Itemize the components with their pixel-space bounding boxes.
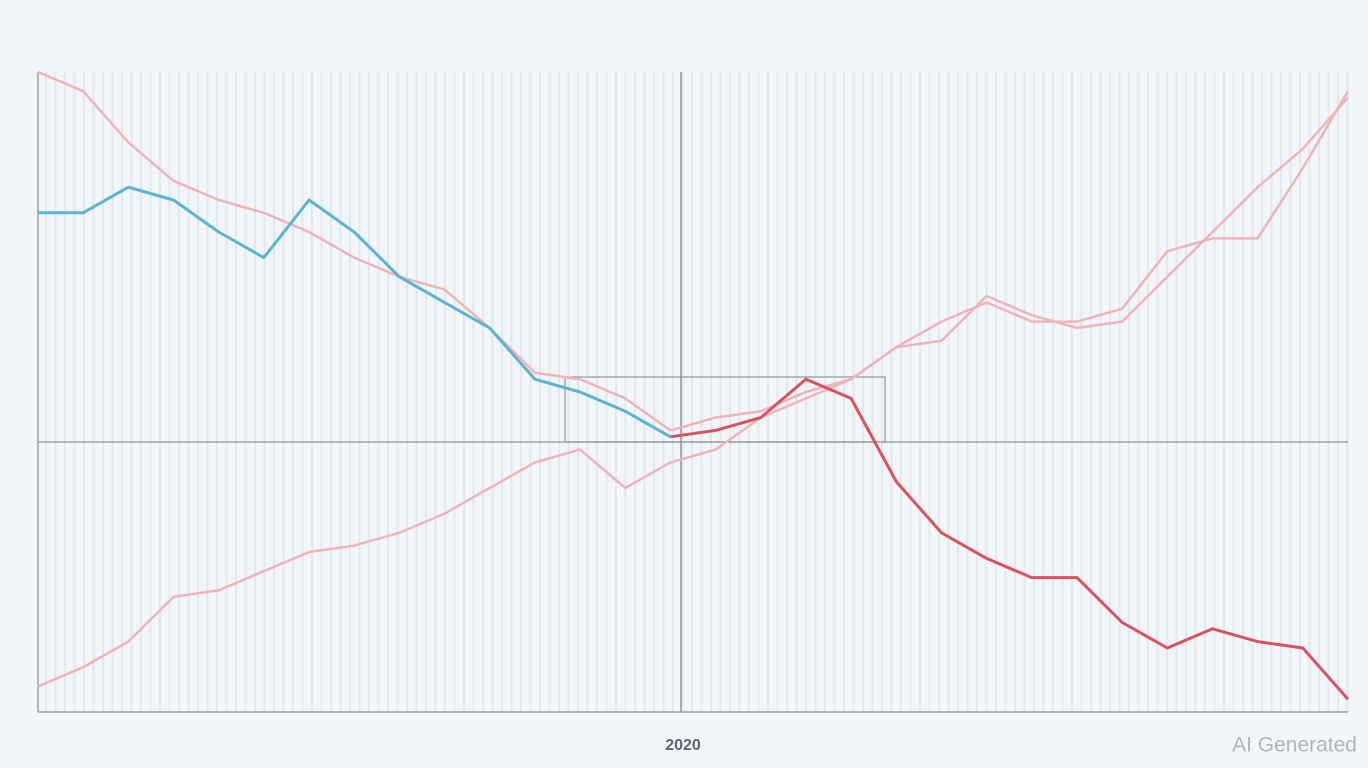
x-axis-label: 2020 xyxy=(665,737,701,754)
grid-stripes xyxy=(45,72,1349,712)
data-line xyxy=(38,185,672,439)
data-line xyxy=(37,96,1349,688)
data-line xyxy=(37,70,1350,432)
watermark: AI Generated xyxy=(1232,734,1357,757)
data-line xyxy=(670,377,1350,701)
